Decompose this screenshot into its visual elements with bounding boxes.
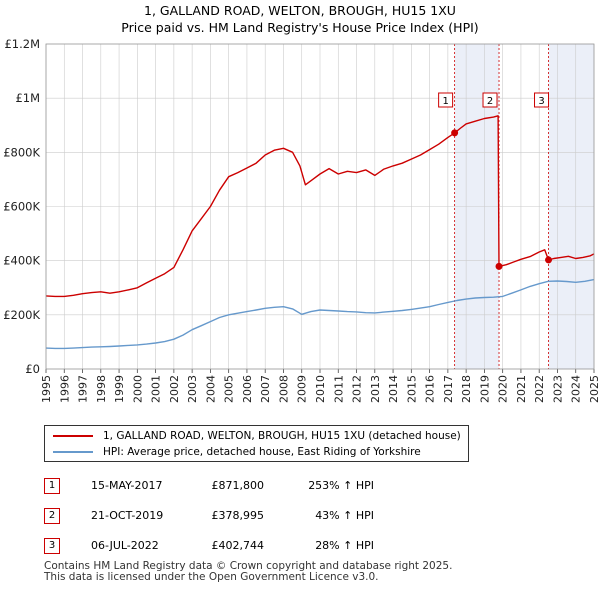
x-tick-label: 2007	[259, 375, 272, 403]
transaction-price: £402,744	[211, 539, 265, 552]
x-tick-label: 2009	[296, 375, 309, 403]
transaction-marker-label: 3	[538, 96, 544, 107]
transaction-price: £378,995	[211, 509, 265, 522]
x-tick-label: 1995	[40, 375, 53, 403]
chart-legend: 1, GALLAND ROAD, WELTON, BROUGH, HU15 1X…	[44, 425, 469, 462]
legend-item-property: 1, GALLAND ROAD, WELTON, BROUGH, HU15 1X…	[53, 428, 461, 444]
chart-title-line1: 1, GALLAND ROAD, WELTON, BROUGH, HU15 1X…	[144, 3, 456, 18]
x-tick-label: 2017	[442, 375, 455, 403]
x-tick-label: 2002	[168, 375, 181, 403]
x-tick-label: 2005	[223, 375, 236, 403]
transaction-marker-box	[438, 92, 454, 108]
transaction-marker-box	[534, 92, 550, 108]
series-line-hpi	[45, 278, 595, 350]
transaction-point	[451, 129, 459, 137]
legend-label-hpi: HPI: Average price, detached house, East…	[103, 446, 421, 458]
x-tick-label: 2015	[405, 375, 418, 403]
x-tick-label: 2012	[351, 375, 364, 403]
y-tick-label: £1.2M	[4, 37, 40, 51]
y-tick-label: £0	[25, 362, 40, 376]
x-tick-label: 2019	[478, 375, 491, 403]
y-tick-label: £1M	[15, 91, 40, 105]
transaction-point	[545, 256, 553, 264]
transaction-date: 06-JUL-2022	[91, 539, 159, 552]
y-tick-label: £600K	[3, 200, 40, 214]
x-tick-label: 1998	[95, 375, 108, 403]
plot-frame	[45, 43, 595, 370]
x-tick-label: 2010	[314, 375, 327, 403]
price-chart: 1 2 3 1995 1996 1997 1998 1999 2000 2001 2002 2003…	[3, 37, 600, 403]
transaction-marker-label: 1	[442, 96, 448, 107]
transaction-date: 15-MAY-2017	[91, 479, 163, 492]
x-tick-label: 2000	[131, 375, 144, 403]
y-tick-label: £400K	[3, 254, 40, 268]
legend-swatch-hpi	[53, 451, 93, 453]
x-tick-label: 2023	[551, 375, 564, 403]
x-tick-label: 2025	[588, 375, 600, 403]
x-tick-label: 2011	[332, 375, 345, 403]
x-tick-label: 2016	[424, 375, 437, 403]
legend-item-hpi: HPI: Average price, detached house, East…	[53, 444, 421, 460]
transaction-marker-box	[482, 92, 498, 108]
y-tick-label: £800K	[3, 145, 40, 159]
transaction-date: 21-OCT-2019	[91, 509, 164, 522]
x-tick-label: 1997	[77, 375, 90, 403]
table-row: 3 06-JUL-2022 £402,744 28% ↑ HPI	[44, 538, 464, 556]
transaction-hpi-delta: 253% ↑ HPI	[308, 479, 374, 492]
x-tick-label: 2021	[515, 375, 528, 403]
x-tick-label: 2014	[387, 375, 400, 403]
x-tick-label: 2006	[241, 375, 254, 403]
x-tick-label: 2022	[533, 375, 546, 403]
legend-swatch-property	[53, 435, 93, 437]
y-tick-label: £200K	[3, 308, 40, 322]
attribution-line2: This data is licensed under the Open Gov…	[44, 571, 379, 583]
x-tick-label: 2004	[204, 375, 217, 403]
table-row: 1 15-MAY-2017 £871,800 253% ↑ HPI	[44, 478, 464, 496]
transaction-point	[495, 262, 503, 270]
x-tick-label: 1996	[58, 375, 71, 403]
transaction-hpi-delta: 28% ↑ HPI	[315, 539, 374, 552]
legend-label-property: 1, GALLAND ROAD, WELTON, BROUGH, HU15 1X…	[103, 430, 461, 442]
transaction-badge: 3	[44, 538, 60, 554]
transaction-marker-label: 2	[487, 96, 493, 107]
transaction-price: £871,800	[211, 479, 265, 492]
transaction-badge: 2	[44, 508, 60, 524]
x-tick-label: 2020	[497, 375, 510, 403]
x-tick-label: 2001	[150, 375, 163, 403]
table-row: 2 21-OCT-2019 £378,995 43% ↑ HPI	[44, 508, 464, 526]
x-tick-label: 2013	[369, 375, 382, 403]
attribution-footer: Contains HM Land Registry data © Crown c…	[44, 561, 452, 583]
x-tick-label: 1999	[113, 375, 126, 403]
chart-title-line2: Price paid vs. HM Land Registry's House …	[121, 20, 479, 35]
x-tick-label: 2003	[186, 375, 199, 403]
chart-title: 1, GALLAND ROAD, WELTON, BROUGH, HU15 1X…	[0, 2, 600, 36]
transaction-hpi-delta: 43% ↑ HPI	[315, 509, 374, 522]
x-tick-label: 2018	[460, 375, 473, 403]
attribution-line1: Contains HM Land Registry data © Crown c…	[44, 560, 453, 572]
transaction-badge: 1	[44, 478, 60, 494]
x-tick-label: 2008	[277, 375, 290, 403]
series-line-property	[45, 115, 595, 298]
x-tick-label: 2024	[570, 375, 583, 403]
